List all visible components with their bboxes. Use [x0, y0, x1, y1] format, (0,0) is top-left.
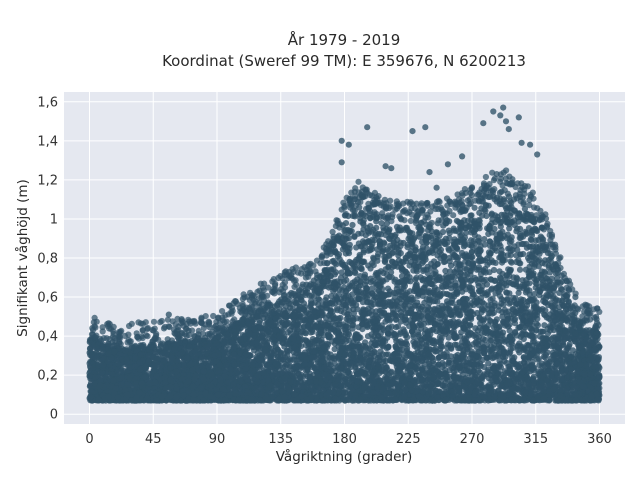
data-point — [531, 291, 538, 298]
scatter-points — [86, 104, 603, 404]
data-point — [349, 221, 356, 229]
data-point — [520, 335, 527, 343]
data-point — [493, 247, 500, 254]
chart-title: År 1979 - 2019 — [288, 30, 401, 49]
data-point — [483, 212, 490, 220]
data-point — [506, 225, 513, 232]
data-point — [421, 299, 428, 306]
data-point — [487, 337, 494, 344]
chart-subtitle: Koordinat (Sweref 99 TM): E 359676, N 62… — [162, 52, 526, 70]
data-point — [492, 259, 499, 266]
data-point — [528, 251, 536, 258]
data-point — [496, 268, 503, 275]
data-point — [471, 204, 478, 211]
data-point — [453, 289, 460, 296]
data-point — [323, 294, 330, 301]
data-point — [534, 356, 541, 363]
data-point — [351, 207, 358, 214]
data-point — [506, 290, 513, 297]
